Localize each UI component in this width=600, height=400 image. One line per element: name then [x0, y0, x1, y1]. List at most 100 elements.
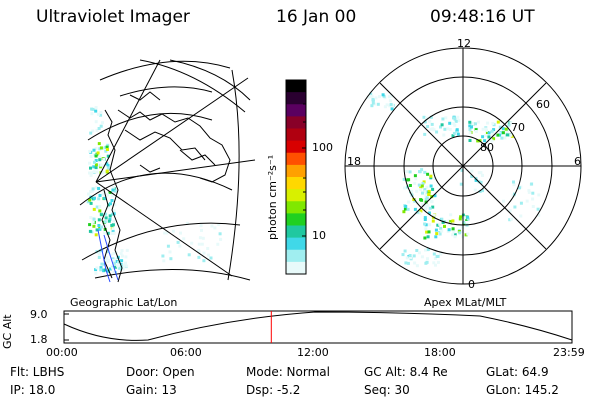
emission-pixel	[388, 99, 392, 103]
emission-pixel	[103, 227, 107, 231]
emission-pixel	[481, 135, 485, 139]
emission-pixel	[508, 209, 512, 213]
emission-pixel	[171, 229, 175, 233]
emission-pixel	[90, 112, 94, 116]
emission-pixel	[371, 101, 375, 105]
emission-pixel	[431, 187, 435, 191]
emission-pixel	[481, 127, 485, 131]
emission-pixel	[198, 236, 202, 240]
info-glat: GLat: 64.9	[486, 365, 549, 379]
emission-pixel	[106, 231, 110, 235]
altitude-ytick-min: 1.8	[30, 333, 48, 346]
emission-pixel	[182, 237, 186, 241]
emission-pixel	[378, 95, 381, 99]
emission-pixel	[427, 189, 431, 193]
emission-pixel	[402, 177, 406, 181]
emission-pixel	[464, 233, 468, 237]
emission-pixel	[492, 137, 496, 141]
colorbar-band	[286, 116, 306, 130]
emission-pixel	[428, 206, 432, 210]
emission-pixel	[447, 228, 451, 232]
emission-pixel	[429, 184, 433, 188]
emission-pixel	[114, 258, 118, 262]
emission-pixel	[426, 257, 429, 261]
coastlines	[101, 91, 231, 283]
emission-pixel	[490, 132, 494, 136]
emission-pixel	[110, 231, 114, 235]
info-glon: GLon: 145.2	[486, 383, 559, 397]
altitude-xtick-1800: 18:00	[424, 346, 456, 359]
emission-pixel	[420, 184, 424, 188]
emission-pixel	[449, 213, 453, 217]
emission-pixel	[88, 223, 92, 227]
emission-pixel	[424, 248, 427, 252]
emission-pixel	[449, 220, 453, 224]
emission-pixel	[434, 228, 438, 232]
emission-pixel	[512, 180, 515, 184]
emission-pixel	[201, 236, 205, 240]
emission-pixel	[476, 139, 480, 143]
emission-pixel	[537, 193, 541, 197]
emission-pixel	[104, 212, 108, 216]
emission-pixel	[416, 210, 420, 214]
emission-pixel	[419, 186, 423, 189]
colorbar-tick-100: 100	[312, 141, 333, 154]
emission-pixel	[369, 92, 373, 96]
auroral-emission-geo	[86, 106, 223, 275]
emission-pixel	[417, 183, 421, 187]
emission-pixel	[97, 256, 101, 259]
emission-pixel	[423, 216, 427, 220]
emission-pixel	[197, 255, 201, 259]
polar-caption: Apex MLat/MLT	[424, 296, 507, 309]
emission-pixel	[439, 226, 443, 230]
emission-pixel	[417, 251, 421, 255]
emission-pixel	[415, 249, 419, 252]
emission-pixel	[104, 216, 108, 220]
emission-pixel	[389, 102, 393, 106]
emission-pixel	[202, 251, 206, 255]
colorbar-band	[286, 80, 306, 93]
emission-pixel	[447, 219, 451, 223]
emission-pixel	[493, 133, 497, 137]
emission-pixel	[433, 256, 437, 260]
emission-pixel	[487, 135, 491, 139]
emission-pixel	[441, 117, 445, 121]
emission-pixel	[113, 261, 117, 265]
info-dsp: Dsp: -5.2	[246, 383, 301, 397]
emission-pixel	[106, 193, 110, 197]
emission-pixel	[448, 128, 452, 131]
emission-pixel	[210, 224, 214, 228]
emission-pixel	[458, 231, 462, 235]
emission-pixel	[490, 129, 494, 133]
emission-pixel	[413, 207, 417, 211]
info-seq: Seq: 30	[364, 383, 410, 397]
emission-pixel	[432, 261, 436, 265]
emission-pixel	[408, 184, 412, 187]
emission-pixel	[102, 157, 106, 161]
emission-pixel	[403, 207, 407, 211]
emission-pixel	[481, 173, 484, 177]
emission-pixel	[422, 180, 426, 184]
emission-pixel	[403, 249, 407, 253]
emission-pixel	[102, 164, 106, 168]
emission-pixel	[479, 180, 483, 184]
emission-pixel	[531, 191, 535, 195]
emission-pixel	[423, 132, 427, 136]
colorbar-band	[286, 140, 306, 154]
emission-pixel	[425, 260, 429, 264]
emission-pixel	[463, 216, 467, 220]
emission-pixel	[507, 123, 511, 127]
emission-pixel	[92, 170, 96, 174]
emission-pixel	[197, 242, 201, 246]
emission-pixel	[468, 139, 472, 142]
altitude-xtick-0600: 06:00	[170, 346, 202, 359]
emission-pixel	[105, 145, 109, 149]
emission-pixel	[405, 170, 409, 173]
emission-pixel	[217, 222, 221, 226]
emission-pixel	[107, 219, 111, 223]
emission-pixel	[209, 256, 213, 260]
emission-pixel	[408, 170, 412, 174]
lon-lines	[95, 59, 256, 277]
emission-pixel	[165, 231, 169, 235]
emission-pixel	[110, 212, 114, 216]
